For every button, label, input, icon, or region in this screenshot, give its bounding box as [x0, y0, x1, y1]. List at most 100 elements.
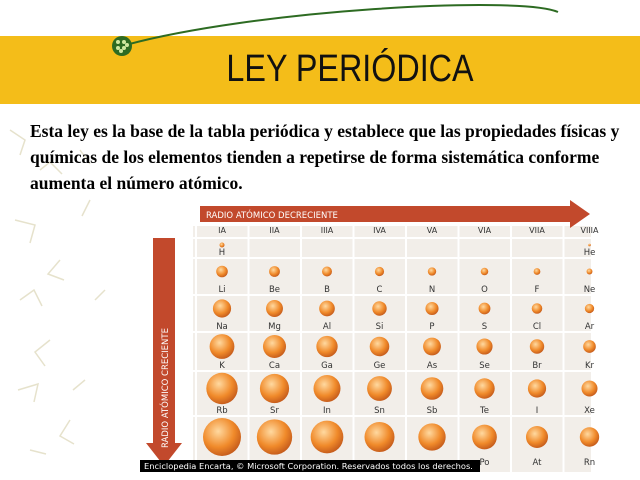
element-symbol: F: [535, 285, 540, 295]
atom-ball: [581, 380, 598, 397]
element-symbol: Rn: [584, 458, 595, 468]
element-symbol: S: [482, 322, 487, 332]
element-symbol: Te: [479, 406, 489, 416]
atom-ball: [427, 267, 437, 276]
element-symbol: P: [429, 322, 434, 332]
atom-ball: [588, 243, 591, 247]
element-symbol: Br: [532, 361, 542, 371]
atom-ball: [579, 427, 600, 447]
atom-ball: [216, 265, 228, 278]
side-arrow: [146, 238, 182, 466]
atom-ball: [480, 267, 489, 276]
element-symbol: Ge: [374, 361, 386, 371]
element-symbol: As: [427, 361, 438, 371]
atom-ball: [256, 419, 293, 455]
atom-ball: [586, 268, 593, 275]
element-symbol: Sn: [374, 406, 385, 416]
credit-bar: [140, 460, 480, 472]
atom-ball: [420, 377, 444, 400]
atom-ball: [472, 424, 497, 450]
element-symbol: Xe: [584, 406, 595, 416]
element-symbol: Ar: [585, 322, 595, 332]
element-symbol: Mg: [268, 322, 281, 332]
atom-ball: [476, 338, 493, 355]
atom-ball: [418, 423, 446, 451]
element-symbol: I: [536, 406, 539, 416]
element-symbol: B: [324, 285, 330, 295]
decoration: [112, 4, 559, 56]
slide-title: LEY PERIÓDICA: [226, 48, 474, 90]
body-text: Esta ley es la base de la tabla periódic…: [30, 121, 620, 193]
atom-ball: [319, 300, 335, 317]
atom-ball: [322, 266, 332, 277]
atom-ball: [423, 337, 441, 356]
atom-ball: [313, 374, 341, 403]
group-header: IIA: [269, 226, 280, 235]
element-symbol: Sb: [427, 406, 438, 416]
element-symbol: O: [481, 285, 488, 295]
atom-ball: [364, 421, 395, 453]
element-symbol: H: [219, 248, 225, 258]
element-symbol: In: [323, 406, 331, 416]
atom-ball: [372, 301, 387, 316]
group-header: IIIA: [321, 226, 334, 235]
group-header: VIA: [478, 226, 492, 235]
atom-ball: [425, 301, 439, 316]
atom-ball: [259, 373, 290, 404]
atom-ball: [584, 303, 595, 314]
atom-ball: [269, 266, 280, 277]
atom-ball: [266, 300, 283, 317]
element-symbol: Be: [269, 285, 280, 295]
group-header: VIIA: [529, 226, 545, 235]
atom-ball: [212, 299, 232, 318]
atom-ball: [316, 335, 338, 358]
group-header: IVA: [373, 226, 386, 235]
atom-ball: [369, 336, 390, 357]
element-symbol: Al: [323, 322, 331, 332]
atom-ball: [531, 303, 543, 314]
element-symbol: C: [377, 285, 383, 295]
element-symbol: Rb: [216, 406, 227, 416]
element-symbol: Ca: [269, 361, 280, 371]
group-header: VA: [427, 226, 438, 235]
credit: Enciclopedia Encarta, © Microsoft Corpor…: [144, 461, 473, 471]
element-symbol: Ga: [321, 361, 333, 371]
atom-ball: [206, 372, 238, 405]
atom-ball: [310, 420, 344, 454]
element-symbol: Po: [479, 458, 489, 468]
atom-ball: [527, 379, 547, 398]
element-symbol: Kr: [585, 361, 595, 371]
atom-ball: [525, 425, 549, 449]
element-symbol: N: [429, 285, 435, 295]
atom-ball: [219, 242, 225, 248]
title-band: [0, 36, 640, 104]
side-arrow-label: RADIO ATÓMICO CRECIENTE: [159, 328, 171, 448]
atom-ball: [583, 340, 596, 353]
atom-ball: [262, 334, 287, 359]
element-symbol: He: [584, 248, 596, 258]
element-symbol: K: [219, 361, 225, 371]
element-symbol: Se: [479, 361, 490, 371]
atom-ball: [367, 376, 392, 401]
background-pattern: [9, 129, 106, 455]
atom-ball: [203, 418, 241, 456]
atom-ball: [209, 334, 235, 359]
top-arrow-label: RADIO ATÓMICO DECRECIENTE: [206, 209, 338, 221]
atom-ball: [374, 266, 385, 277]
element-symbol: At: [533, 458, 543, 468]
atom-ball: [529, 339, 545, 354]
atom-ball: [533, 268, 541, 275]
element-symbol: Si: [376, 322, 384, 332]
atom-ball: [474, 378, 495, 399]
element-symbol: Ne: [584, 285, 596, 295]
element-symbol: Na: [216, 322, 228, 332]
atom-ball: [478, 302, 491, 315]
periodic-figure: RADIO ATÓMICO DECRECIENTE RADIO ATÓMICO …: [140, 200, 600, 472]
group-header: VIIIA: [580, 226, 599, 235]
group-header: IA: [218, 226, 226, 235]
element-symbol: Sr: [270, 406, 279, 416]
element-symbol: Li: [218, 285, 225, 295]
element-symbol: Cl: [533, 322, 541, 332]
top-arrow: [200, 200, 590, 228]
